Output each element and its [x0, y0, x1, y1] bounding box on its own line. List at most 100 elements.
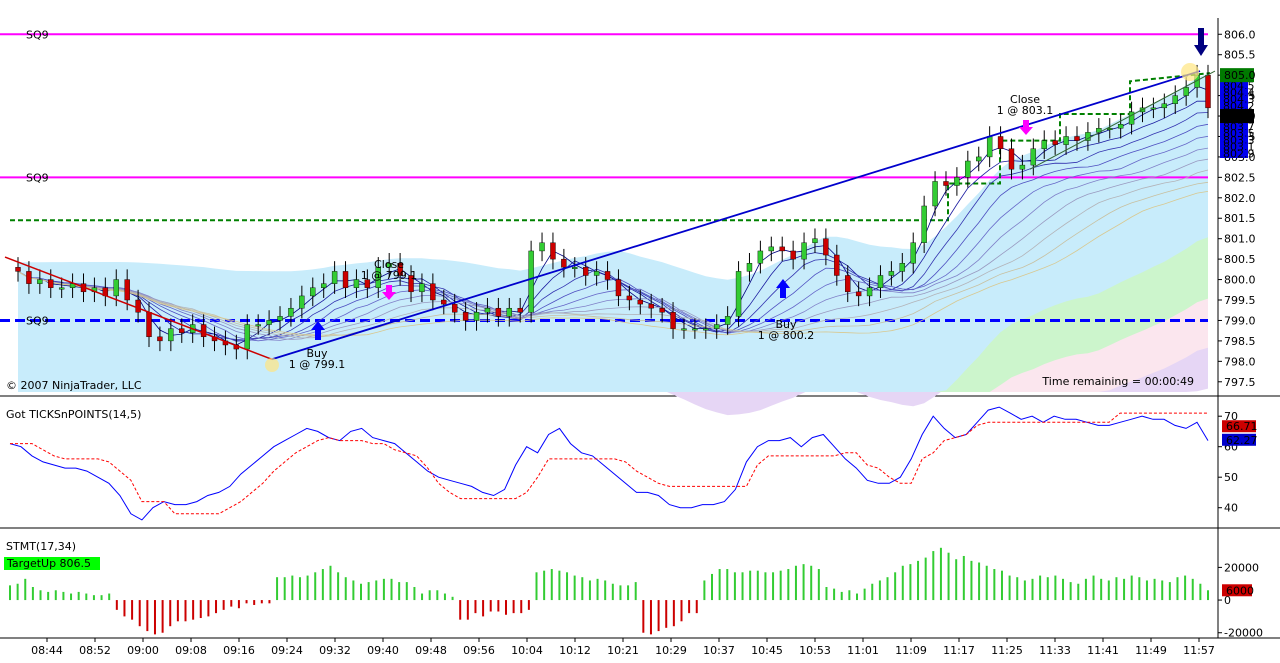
price-tick-label: 799.0	[1224, 314, 1256, 327]
osc-value-tag-1	[1222, 420, 1256, 433]
time-tick-label: 11:49	[1135, 644, 1167, 657]
ma-ribbon-line	[17, 158, 1209, 340]
candle-body	[855, 291, 862, 297]
candle-body	[26, 271, 32, 284]
candle-body	[790, 250, 796, 260]
candle-body	[320, 283, 327, 288]
candle-body	[735, 271, 742, 317]
close-2-detail: 1 @ 803.1	[997, 104, 1053, 117]
candle-body	[659, 307, 665, 313]
candle-body	[1205, 74, 1211, 109]
candle-body	[1085, 132, 1091, 141]
candle-body	[670, 312, 676, 329]
time-tick-label: 09:48	[415, 644, 447, 657]
candle-body	[353, 279, 360, 288]
candle-body	[724, 316, 731, 325]
candle-body	[1150, 107, 1157, 110]
green-target-line	[10, 72, 1211, 222]
candle-body	[921, 205, 927, 243]
time-tick-label: 09:56	[463, 644, 495, 657]
candle-body	[451, 303, 458, 313]
osc-tick-label: 50	[1224, 471, 1238, 484]
time-tick-label: 11:25	[991, 644, 1023, 657]
ribbon-value-tag	[1220, 143, 1248, 152]
ribbon-value-label: 802.9	[1223, 148, 1255, 161]
candle-body	[1107, 128, 1113, 130]
candle-body	[593, 271, 600, 276]
candle-body	[473, 312, 480, 321]
candle-body	[179, 328, 185, 333]
candle-body	[157, 336, 163, 342]
time-tick-label: 09:40	[367, 644, 399, 657]
candle-body	[768, 246, 775, 252]
price-tick-label: 800.0	[1224, 274, 1256, 287]
sq9-label-3: SQ9	[26, 314, 49, 327]
osc-tick-label: 40	[1224, 502, 1238, 515]
candle-body	[845, 275, 851, 293]
ma-ribbon-line	[17, 135, 1209, 342]
candle-body	[1008, 148, 1015, 170]
candle-body	[866, 287, 873, 297]
time-tick-label: 11:41	[1087, 644, 1119, 657]
oscillator-title: Got TICKSnPOINTS(14,5)	[6, 408, 141, 421]
down-trend-line	[4, 256, 273, 360]
ribbon-value-tag	[1220, 82, 1248, 90]
candle-body	[572, 267, 578, 270]
candle-body	[539, 242, 545, 252]
candle-body	[397, 263, 403, 276]
ribbon-value-tag	[1220, 129, 1248, 138]
candle-body	[910, 242, 916, 264]
candle-body	[746, 263, 753, 272]
buy-arrow-icon	[311, 321, 325, 340]
ma-ribbon-line	[17, 169, 1209, 339]
candle-body	[637, 299, 643, 305]
candle-body	[1161, 103, 1168, 109]
up-trend-line	[271, 70, 1201, 361]
candle-body	[1172, 95, 1178, 104]
highlight-dot	[265, 358, 279, 372]
hist-value-tag	[1222, 584, 1252, 597]
candle-body	[124, 279, 130, 301]
hist-tick-label: 0	[1224, 594, 1231, 607]
candle-body	[976, 156, 982, 162]
sell-arrow-icon	[382, 285, 396, 300]
candle-body	[58, 287, 65, 290]
candle-body	[757, 250, 764, 264]
candle-body	[495, 307, 502, 317]
lightblue-band	[18, 73, 1208, 393]
time-tick-label: 10:53	[799, 644, 831, 657]
candle-body	[626, 295, 633, 301]
ribbon-value-tag	[1220, 102, 1248, 111]
target-up-badge	[4, 557, 100, 570]
time-tick-label: 11:33	[1039, 644, 1071, 657]
candle-body	[823, 238, 829, 256]
candle-body	[550, 242, 556, 260]
candle-body	[1117, 124, 1124, 129]
hist-tick-label: -20000	[1224, 627, 1263, 640]
time-tick-label: 11:17	[943, 644, 975, 657]
ma-ribbon-line	[17, 181, 1209, 337]
copyright-text: © 2007 NinjaTrader, LLC	[6, 379, 142, 392]
candle-body	[888, 271, 895, 276]
candle-body	[146, 312, 152, 338]
candle-body	[386, 263, 392, 268]
candle-body	[779, 246, 785, 252]
hist-tick-label: 20000	[1224, 561, 1259, 574]
candle-body	[331, 271, 338, 284]
target-up-label: TargetUp 806.5	[6, 557, 91, 570]
price-tick-label: 799.5	[1224, 294, 1256, 307]
time-tick-label: 11:09	[895, 644, 927, 657]
candle-body	[528, 250, 534, 313]
candle-body	[37, 279, 43, 284]
price-tick-label: 805.5	[1224, 49, 1256, 62]
time-tick-label: 10:37	[703, 644, 735, 657]
close-1-detail: 1 @ 799.1	[361, 269, 417, 282]
osc-main-line	[9, 406, 1209, 521]
candle-body	[200, 324, 207, 338]
candle-body	[1128, 111, 1135, 125]
candle-body	[583, 267, 589, 276]
candle-body	[1041, 140, 1047, 149]
candle-body	[1183, 87, 1189, 96]
candle-body	[419, 283, 425, 293]
